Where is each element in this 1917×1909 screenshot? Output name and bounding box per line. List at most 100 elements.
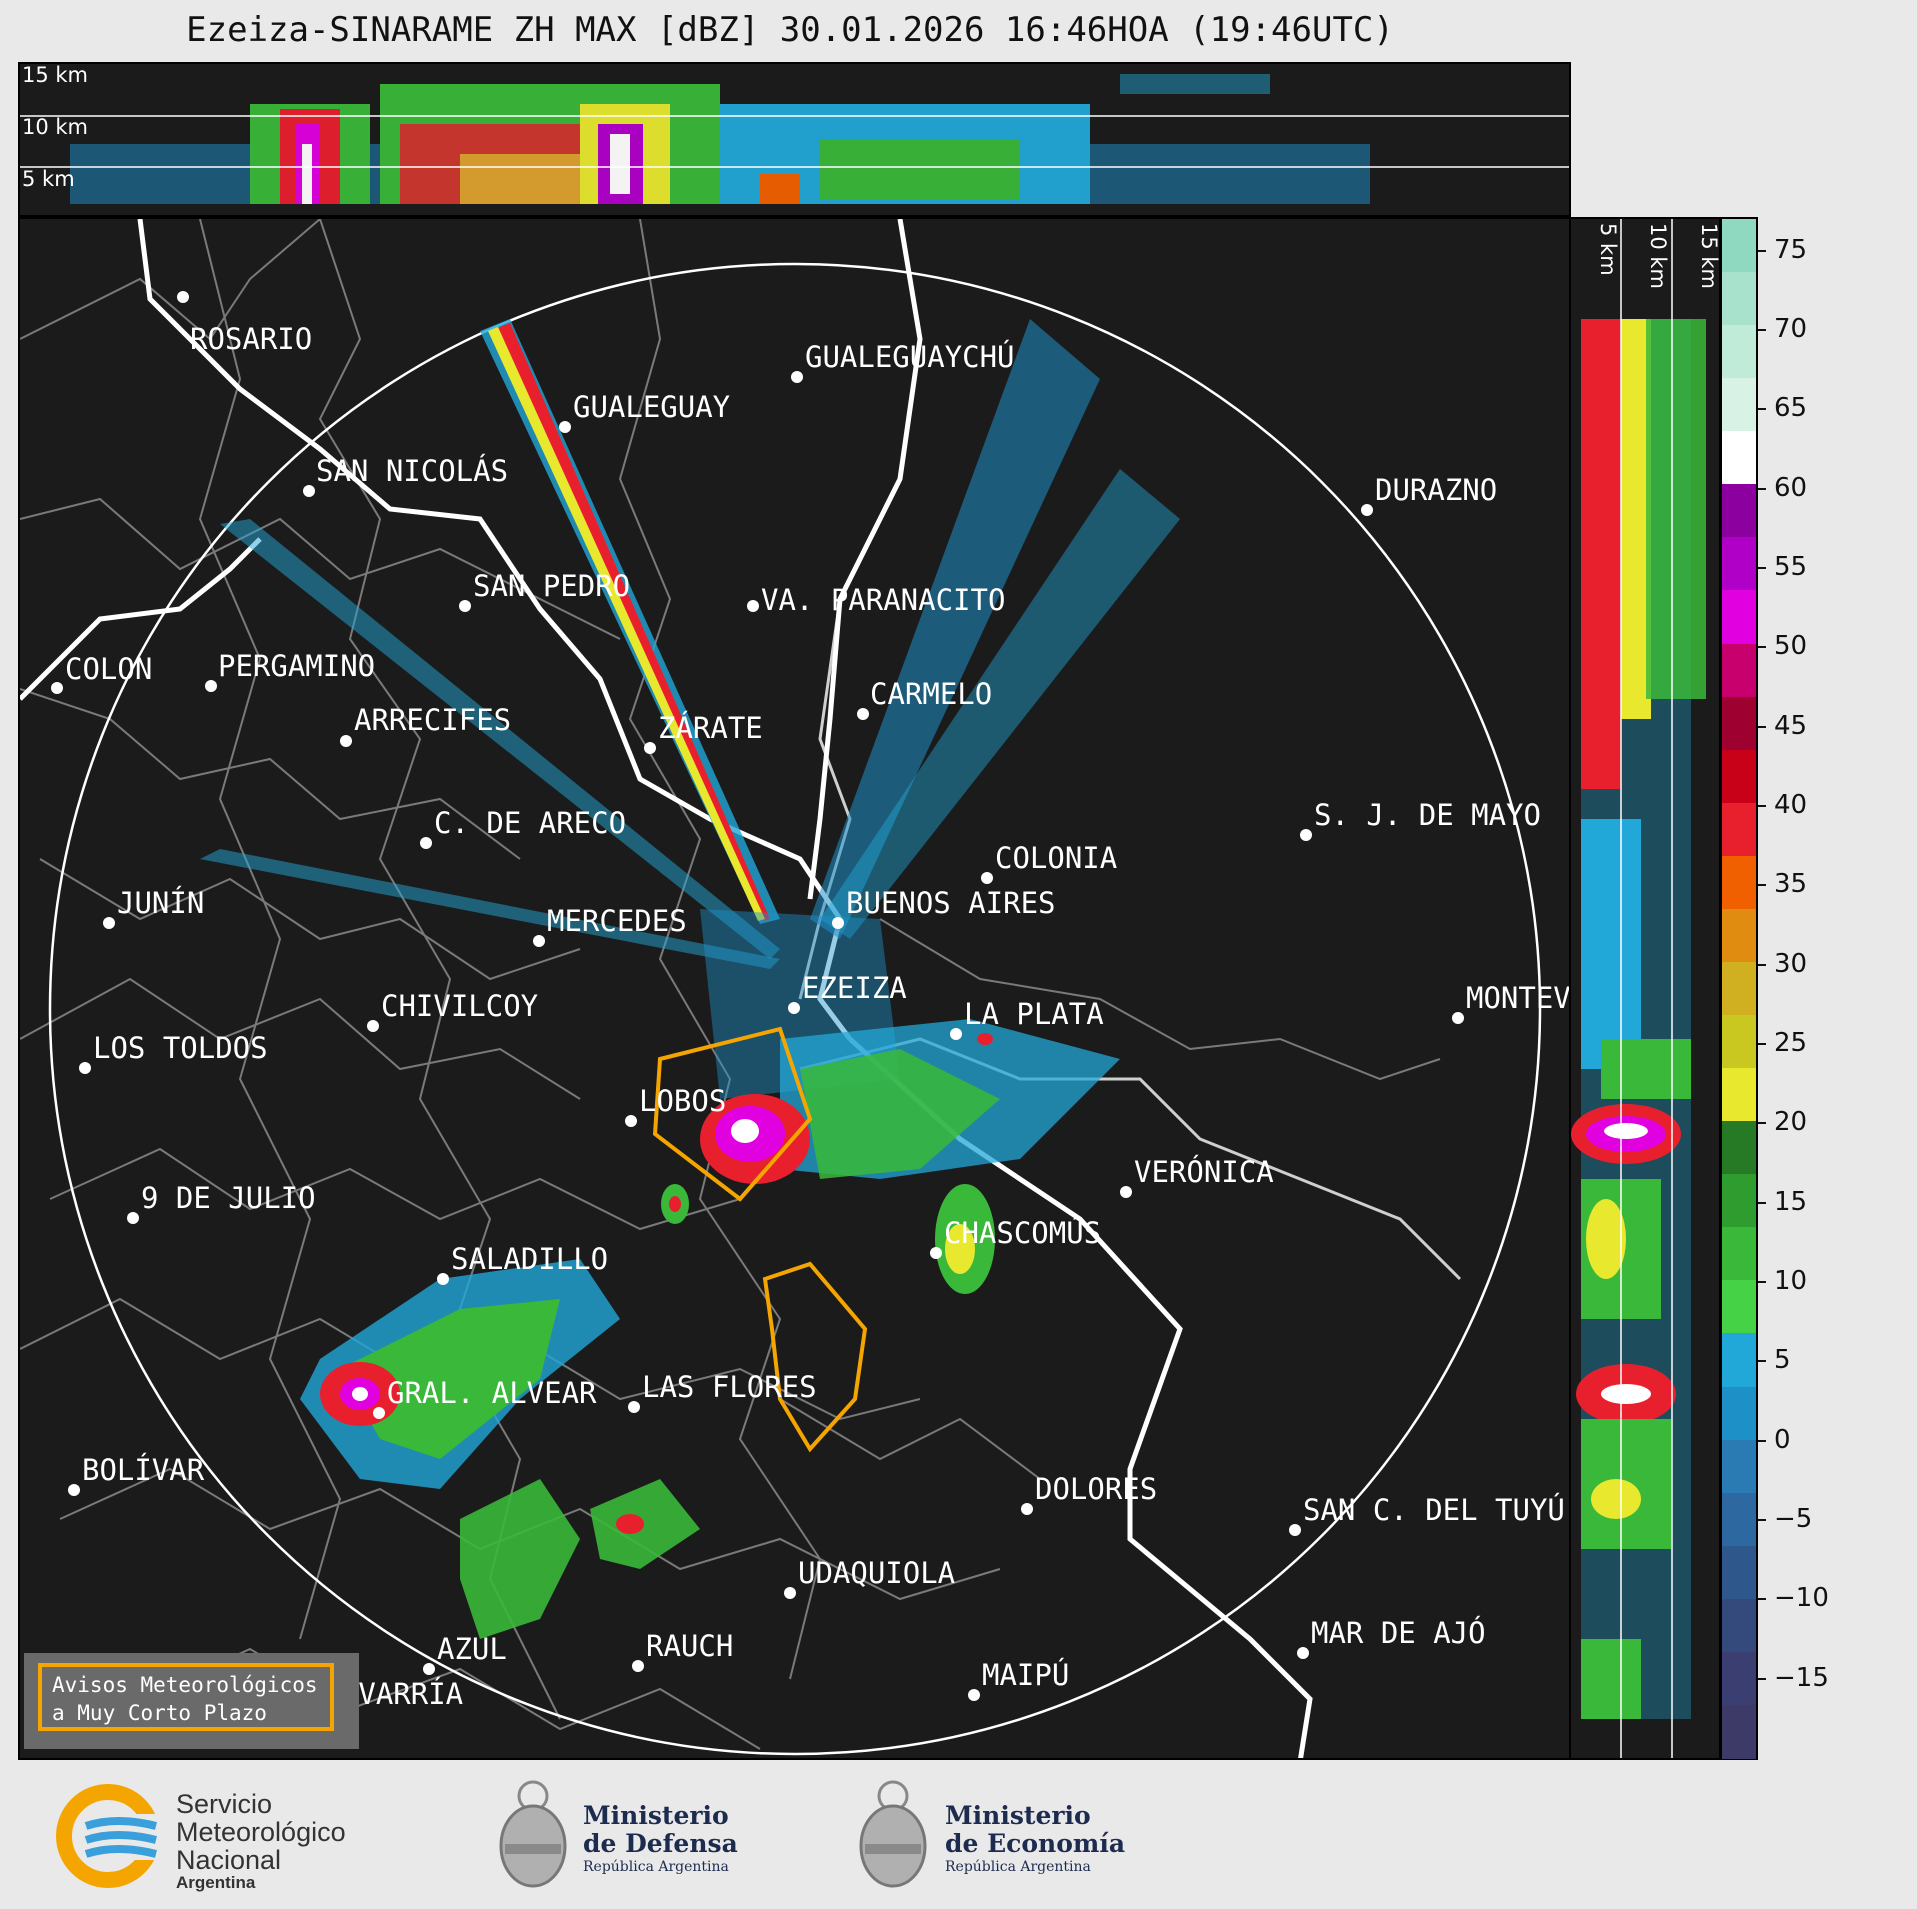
colorbar-tick-label: 30 [1757,949,1807,979]
colorbar-tick-label: 15 [1757,1187,1807,1217]
economia-line3: República Argentina [945,1859,1091,1875]
colorbar-segment [1722,378,1756,433]
city-label-colon: COLON [65,652,152,686]
colorbar-tick-label: 75 [1757,235,1807,265]
city-label-saladillo: SALADILLO [451,1242,608,1276]
colorbar-segment [1722,1227,1756,1282]
city-label-udaquiola: UDAQUIOLA [798,1556,955,1590]
colorbar-segment [1722,1651,1756,1706]
side-height-label-10km: 10 km [1646,223,1670,289]
colorbar-segment [1722,1121,1756,1176]
colorbar-tick-label: 60 [1757,473,1807,503]
smn-line1: Servicio [176,1789,273,1819]
colorbar-tick-label: 0 [1758,1425,1791,1455]
city-label-gral-alvear: GRAL. ALVEAR [387,1376,597,1410]
city-label-san-c-del-tuyu: SAN C. DEL TUYÚ [1303,1493,1565,1527]
colorbar-tick-label: −15 [1758,1663,1829,1693]
city-label-san-pedro: SAN PEDRO [473,569,630,603]
colorbar-segment [1722,1068,1756,1123]
city-label-ezeiza: EZEIZA [802,971,907,1005]
city-label-c-de-areco: C. DE ARECO [434,806,626,840]
top-cross-section-panel: 15 km 10 km 5 km [18,62,1571,217]
city-label-san-nicolas: SAN NICOLÁS [316,454,508,488]
side-cross-section-graphic: 5 km 10 km 15 km [1571,219,1719,1758]
colorbar-segment [1722,643,1756,698]
colorbar-segment [1722,272,1756,327]
colorbar-segment [1722,961,1756,1017]
footer-logos: Servicio Meteorológico Nacional Argentin… [0,1762,1917,1909]
colorbar-segment [1722,1704,1756,1759]
colorbar-tick-label: 5 [1758,1345,1791,1375]
colorbar-tick-label: 10 [1757,1266,1807,1296]
colorbar-segment [1722,855,1756,910]
city-label-las-flores: LAS FLORES [642,1370,817,1404]
economia-logo: Ministerio de Economía República Argenti… [855,1774,1185,1899]
top-cross-section-graphic: 15 km 10 km 5 km [20,64,1569,204]
city-label-la-plata: LA PLATA [964,997,1104,1031]
colorbar-tick-label: 50 [1757,631,1807,661]
height-label-15km: 15 km [22,64,88,87]
colorbar [1720,217,1758,1760]
chart-title: Ezeiza-SINARAME ZH MAX [dBZ] 30.01.2026 … [186,10,1394,50]
city-label-zarate: ZÁRATE [658,711,763,745]
colorbar-segment [1722,1174,1756,1229]
colorbar-segment [1722,1439,1756,1494]
economia-seal-icon [859,1780,927,1888]
colorbar-segment [1722,749,1756,804]
city-label-rosario: ROSARIO [190,322,312,356]
city-label-chivilcoy: CHIVILCOY [381,989,538,1023]
radar-map[interactable]: ROSARIO GUALEGUAYCHÚ GUALEGUAY SAN NICOL… [18,217,1571,1760]
colorbar-segment [1722,1015,1756,1070]
warning-polygon-las-flores[interactable] [762,1261,868,1453]
colorbar-segment [1722,696,1756,751]
economia-line2: de Economía [945,1829,1126,1858]
colorbar-tick-label: −5 [1757,1504,1812,1534]
city-label-azul: AZUL [437,1632,507,1666]
city-label-los-toldos: LOS TOLDOS [93,1031,268,1065]
range-ring [48,262,1542,1756]
colorbar-segment [1722,1386,1756,1441]
defensa-logo: Ministerio de Defensa República Argentin… [495,1774,795,1899]
city-label-paranacito: VA. PARANACITO [761,583,1005,617]
defensa-line3: República Argentina [583,1859,729,1875]
city-label-durazno: DURAZNO [1375,473,1497,507]
smn-line4: Argentina [176,1873,256,1892]
city-label-sj-de-mayo: S. J. DE MAYO [1314,798,1541,832]
side-height-label-5km: 5 km [1596,223,1620,276]
smn-line2: Meteorológico [176,1817,346,1847]
city-label-junin: JUNÍN [117,886,204,920]
economia-line1: Ministerio [945,1801,1091,1830]
colorbar-tick-label: 45 [1757,711,1807,741]
warning-legend-text: Avisos Meteorológicos a Muy Corto Plazo [38,1663,334,1731]
city-labels: ROSARIO GUALEGUAYCHÚ GUALEGUAY SAN NICOL… [65,322,1571,1711]
radar-echoes [200,319,1180,1639]
city-label-montevideo: MONTEV [1466,981,1571,1015]
colorbar-segment [1722,590,1756,645]
colorbar-segment [1722,802,1756,857]
colorbar-segment [1722,484,1756,539]
colorbar-tick-label: 55 [1757,552,1807,582]
radar-map-graphic: ROSARIO GUALEGUAYCHÚ GUALEGUAY SAN NICOL… [20,219,1571,1758]
city-label-lobos: LOBOS [639,1084,726,1118]
colorbar-tick-label: 65 [1757,393,1807,423]
city-label-bolivar: BOLÍVAR [82,1453,205,1487]
warning-polygon-lobos[interactable] [652,1026,813,1202]
city-label-rauch: RAUCH [646,1629,733,1663]
colorbar-segment [1722,537,1756,592]
city-label-maipu: MAIPÚ [982,1658,1069,1692]
height-label-5km: 5 km [22,167,75,191]
colorbar-segment [1722,1598,1756,1653]
colorbar-tick-label: 20 [1757,1107,1807,1137]
colorbar-segment [1722,1333,1756,1388]
city-label-carmelo: CARMELO [870,677,992,711]
city-label-arrecifes: ARRECIFES [354,703,511,737]
smn-line3: Nacional [176,1845,282,1875]
city-label-chascomus: CHASCOMÚS [944,1216,1101,1250]
colorbar-segment [1722,431,1756,486]
colorbar-segment [1722,908,1756,963]
colorbar-segment [1722,1280,1756,1335]
colorbar-segment [1722,325,1756,380]
colorbar-tick-label: 40 [1757,790,1807,820]
city-label-veronica: VERÓNICA [1134,1155,1274,1189]
smn-logo: Servicio Meteorológico Nacional Argentin… [56,1784,396,1894]
